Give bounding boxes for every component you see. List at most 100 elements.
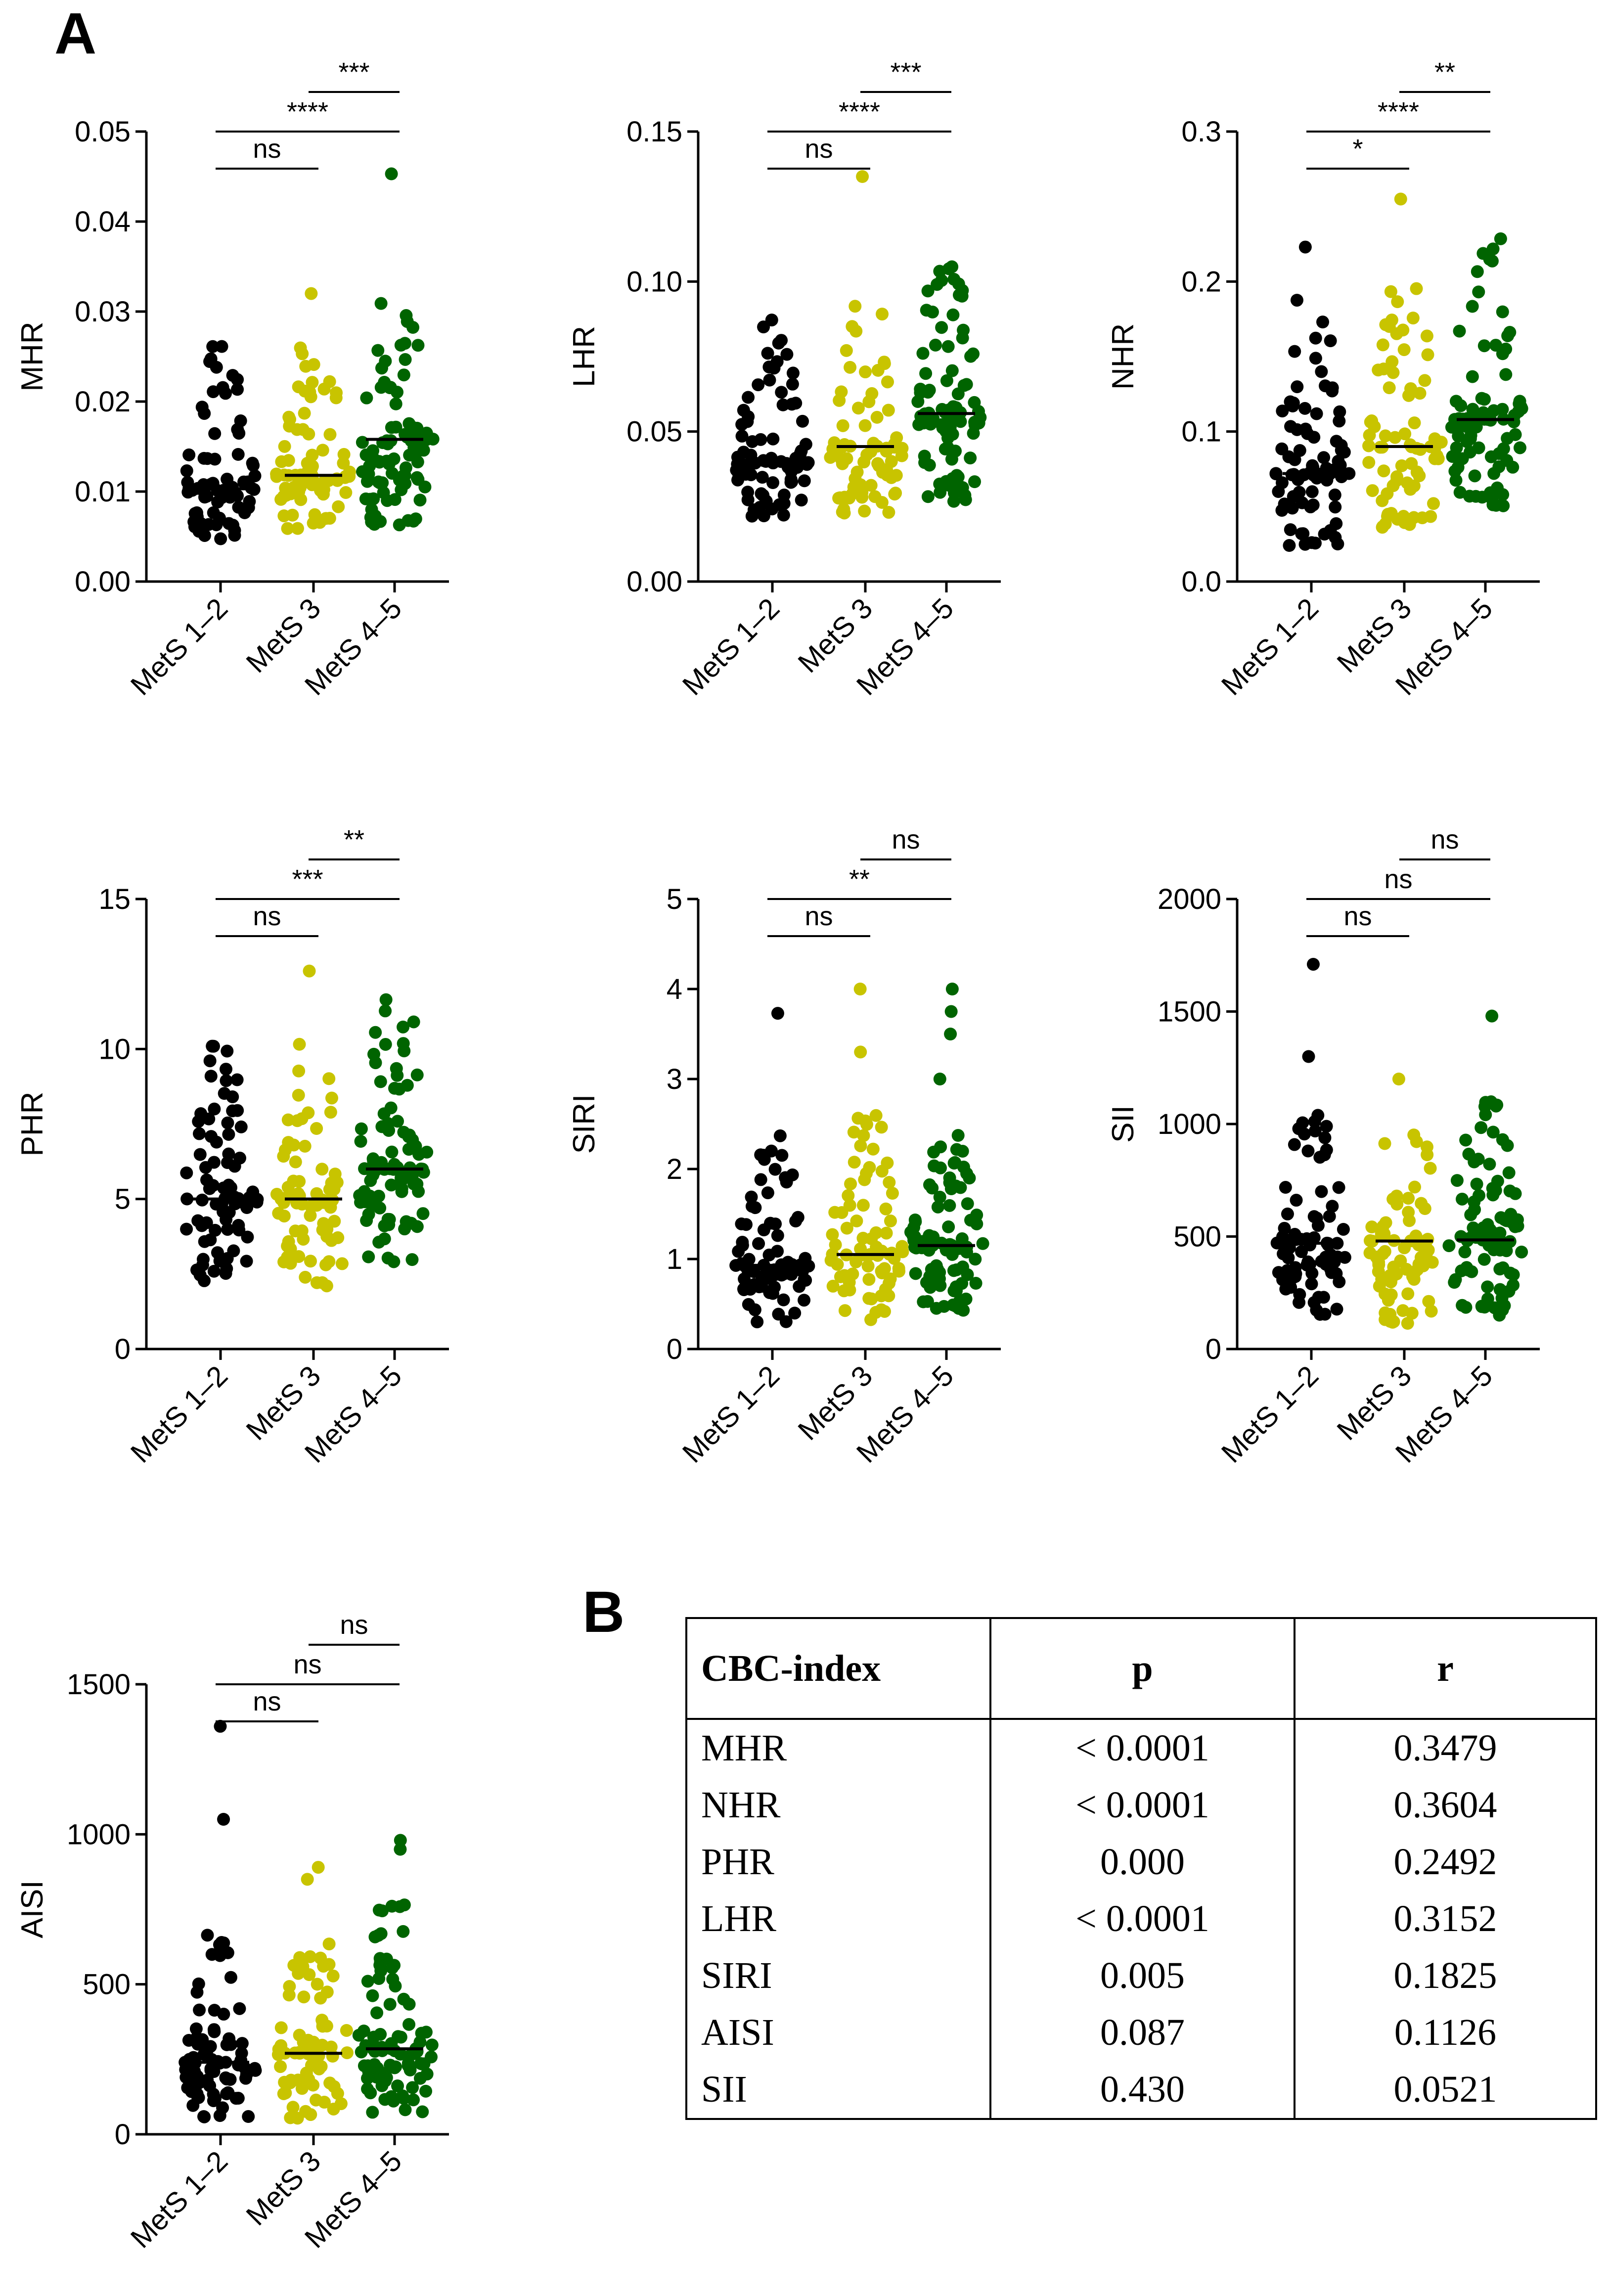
data-point <box>838 1304 851 1317</box>
data-point <box>1309 331 1322 345</box>
data-point <box>861 1260 875 1273</box>
data-point <box>960 1167 974 1180</box>
y-tick-label: 1 <box>667 1243 682 1275</box>
significance-label: ns <box>804 134 833 164</box>
data-point <box>1479 1108 1492 1122</box>
data-point <box>391 1115 404 1128</box>
data-point <box>416 2105 429 2118</box>
data-point <box>1491 1227 1505 1240</box>
y-tick-label: 0.1 <box>1181 416 1221 448</box>
data-point <box>366 1169 380 1182</box>
data-point <box>1378 1137 1391 1150</box>
data-point <box>361 1975 374 1988</box>
data-point <box>1486 1125 1500 1139</box>
data-point <box>1272 485 1285 498</box>
data-point <box>385 167 398 180</box>
data-point <box>1326 1200 1339 1213</box>
data-point <box>335 1257 349 1270</box>
data-point <box>1408 1180 1422 1194</box>
data-point <box>220 1074 233 1087</box>
data-point <box>399 2103 412 2116</box>
data-point <box>224 2038 238 2051</box>
data-point <box>357 2059 371 2072</box>
data-point <box>331 1231 345 1244</box>
significance-label: ns <box>293 1650 321 1679</box>
data-point <box>186 2099 200 2112</box>
data-point <box>198 1235 211 1248</box>
data-point <box>307 2078 320 2092</box>
data-point <box>956 1260 969 1273</box>
significance-label: ns <box>253 901 281 931</box>
table-cell-r: 0.3479 <box>1294 1719 1597 1777</box>
data-point <box>1315 1255 1328 1268</box>
y-tick-label: 0.2 <box>1181 266 1221 298</box>
panel-label-a: A <box>54 1 96 66</box>
data-point <box>384 1101 398 1115</box>
data-point <box>312 1861 325 1874</box>
significance-label: **** <box>839 97 880 127</box>
data-point <box>1301 427 1314 440</box>
data-point <box>883 1276 896 1290</box>
data-point <box>1365 1220 1379 1234</box>
data-point <box>929 338 942 352</box>
data-point <box>884 1215 897 1228</box>
y-tick-label: 0.15 <box>626 116 682 148</box>
data-point <box>1410 282 1423 295</box>
data-point <box>756 471 769 484</box>
data-point <box>880 442 893 455</box>
data-point <box>771 1007 784 1020</box>
data-point <box>370 2006 384 2020</box>
data-point <box>1401 1287 1415 1301</box>
data-point <box>384 2059 397 2072</box>
data-point <box>320 1222 334 1236</box>
data-point <box>1316 315 1330 329</box>
y-tick-label: 0.0 <box>1181 566 1221 598</box>
data-point <box>1407 511 1421 524</box>
panel-label-b: B <box>582 1579 625 1645</box>
data-point <box>950 1143 963 1156</box>
data-point <box>180 1166 193 1179</box>
data-point <box>231 489 244 502</box>
data-point <box>331 2087 344 2100</box>
data-point <box>411 339 425 352</box>
data-point <box>1306 461 1320 474</box>
data-point <box>1296 527 1310 540</box>
data-point <box>1511 1213 1524 1226</box>
data-point <box>354 1135 367 1148</box>
data-point <box>319 512 333 525</box>
data-point <box>843 492 856 505</box>
data-point <box>1279 1181 1292 1194</box>
data-point <box>209 1223 222 1237</box>
data-point <box>299 360 313 373</box>
data-point <box>410 1068 424 1081</box>
data-point <box>1318 1307 1332 1321</box>
data-point <box>366 444 380 457</box>
data-point <box>326 2050 339 2063</box>
table-cell-r: 0.1825 <box>1294 1947 1597 2004</box>
data-point <box>1276 405 1289 418</box>
data-point <box>328 1168 342 1181</box>
data-point <box>381 1213 395 1226</box>
data-point <box>909 1215 922 1228</box>
data-point <box>286 2101 300 2114</box>
data-point <box>871 363 885 377</box>
data-point <box>1276 1273 1290 1286</box>
data-point <box>775 1149 789 1162</box>
data-point <box>385 421 398 434</box>
data-point <box>1449 395 1463 408</box>
data-point <box>1497 442 1510 455</box>
data-point <box>777 1293 790 1306</box>
data-point <box>1456 1192 1469 1206</box>
data-point <box>844 360 857 374</box>
data-point <box>373 476 387 490</box>
data-point <box>1489 1099 1503 1113</box>
significance-label: *** <box>890 57 921 87</box>
data-point <box>277 1150 290 1163</box>
data-points-group <box>179 1719 262 2123</box>
data-point <box>958 489 972 502</box>
data-point <box>1411 1263 1424 1276</box>
data-point <box>942 479 955 492</box>
data-point <box>249 2064 262 2077</box>
data-point <box>327 2102 340 2116</box>
